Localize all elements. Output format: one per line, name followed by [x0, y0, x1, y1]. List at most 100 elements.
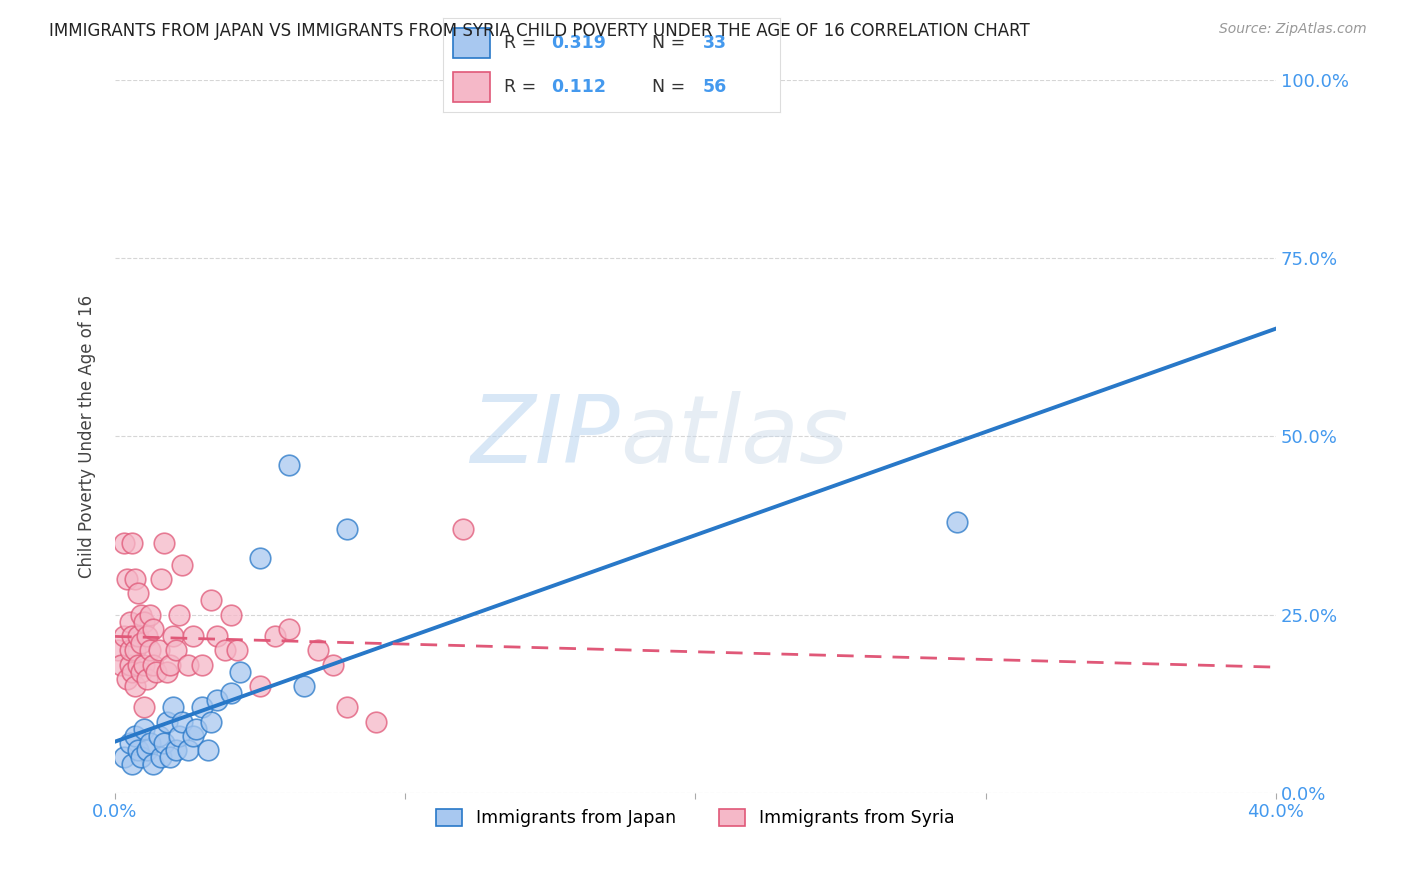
Text: ZIP: ZIP — [471, 391, 620, 482]
Point — [945, 515, 967, 529]
Point — [165, 743, 187, 757]
Point — [200, 593, 222, 607]
Point — [219, 607, 242, 622]
Point — [148, 643, 170, 657]
Point — [118, 615, 141, 629]
Point — [200, 714, 222, 729]
Point — [112, 629, 135, 643]
Point — [112, 750, 135, 764]
Point — [145, 665, 167, 679]
Point — [307, 643, 329, 657]
Point — [132, 657, 155, 672]
Text: 0.112: 0.112 — [551, 78, 606, 96]
Point — [176, 657, 198, 672]
Point — [278, 622, 301, 636]
Point — [110, 657, 132, 672]
Point — [124, 643, 146, 657]
Point — [121, 629, 143, 643]
Point — [322, 657, 344, 672]
Point — [121, 536, 143, 550]
Text: 56: 56 — [703, 78, 727, 96]
Text: 33: 33 — [703, 34, 727, 52]
Point — [129, 750, 152, 764]
Point — [263, 629, 285, 643]
Point — [124, 572, 146, 586]
Point — [136, 629, 159, 643]
Point — [219, 686, 242, 700]
Point — [159, 657, 181, 672]
Text: N =: N = — [652, 34, 690, 52]
Point — [162, 700, 184, 714]
Point — [139, 736, 162, 750]
Point — [118, 736, 141, 750]
Point — [129, 607, 152, 622]
Point — [153, 536, 176, 550]
Point — [136, 672, 159, 686]
Text: 0.319: 0.319 — [551, 34, 606, 52]
Point — [115, 572, 138, 586]
Point — [205, 693, 228, 707]
Point — [226, 643, 249, 657]
Point — [278, 458, 301, 472]
Point — [159, 750, 181, 764]
Point — [156, 714, 179, 729]
FancyBboxPatch shape — [453, 72, 491, 103]
Point — [121, 757, 143, 772]
Point — [112, 536, 135, 550]
Y-axis label: Child Poverty Under the Age of 16: Child Poverty Under the Age of 16 — [79, 295, 96, 578]
Point — [167, 729, 190, 743]
Point — [292, 679, 315, 693]
Point — [107, 643, 129, 657]
Point — [142, 622, 165, 636]
Text: R =: R = — [503, 34, 541, 52]
Point — [153, 736, 176, 750]
Point — [229, 665, 252, 679]
Point — [132, 722, 155, 736]
Point — [150, 750, 173, 764]
Point — [453, 522, 475, 536]
Point — [249, 550, 271, 565]
Point — [183, 729, 205, 743]
Point — [139, 643, 162, 657]
Point — [191, 700, 214, 714]
Point — [129, 665, 152, 679]
Point — [170, 558, 193, 572]
Point — [214, 643, 236, 657]
Point — [162, 629, 184, 643]
Point — [115, 672, 138, 686]
Point — [191, 657, 214, 672]
Text: IMMIGRANTS FROM JAPAN VS IMMIGRANTS FROM SYRIA CHILD POVERTY UNDER THE AGE OF 16: IMMIGRANTS FROM JAPAN VS IMMIGRANTS FROM… — [49, 22, 1031, 40]
Point — [142, 657, 165, 672]
Point — [127, 629, 149, 643]
Point — [183, 629, 205, 643]
Point — [129, 636, 152, 650]
Point — [197, 743, 219, 757]
Point — [127, 657, 149, 672]
Point — [186, 722, 208, 736]
Point — [127, 586, 149, 600]
Point — [150, 572, 173, 586]
Point — [124, 679, 146, 693]
Text: R =: R = — [503, 78, 541, 96]
Point — [167, 607, 190, 622]
Point — [132, 615, 155, 629]
Point — [336, 522, 359, 536]
Text: Source: ZipAtlas.com: Source: ZipAtlas.com — [1219, 22, 1367, 37]
Point — [205, 629, 228, 643]
Point — [132, 700, 155, 714]
Point — [118, 643, 141, 657]
Point — [139, 607, 162, 622]
Point — [156, 665, 179, 679]
Point — [142, 757, 165, 772]
Point — [336, 700, 359, 714]
FancyBboxPatch shape — [453, 29, 491, 58]
Point — [124, 729, 146, 743]
Point — [249, 679, 271, 693]
Legend: Immigrants from Japan, Immigrants from Syria: Immigrants from Japan, Immigrants from S… — [429, 802, 962, 834]
Point — [127, 743, 149, 757]
Point — [366, 714, 388, 729]
Point — [176, 743, 198, 757]
Text: N =: N = — [652, 78, 690, 96]
Point — [148, 729, 170, 743]
Point — [136, 743, 159, 757]
